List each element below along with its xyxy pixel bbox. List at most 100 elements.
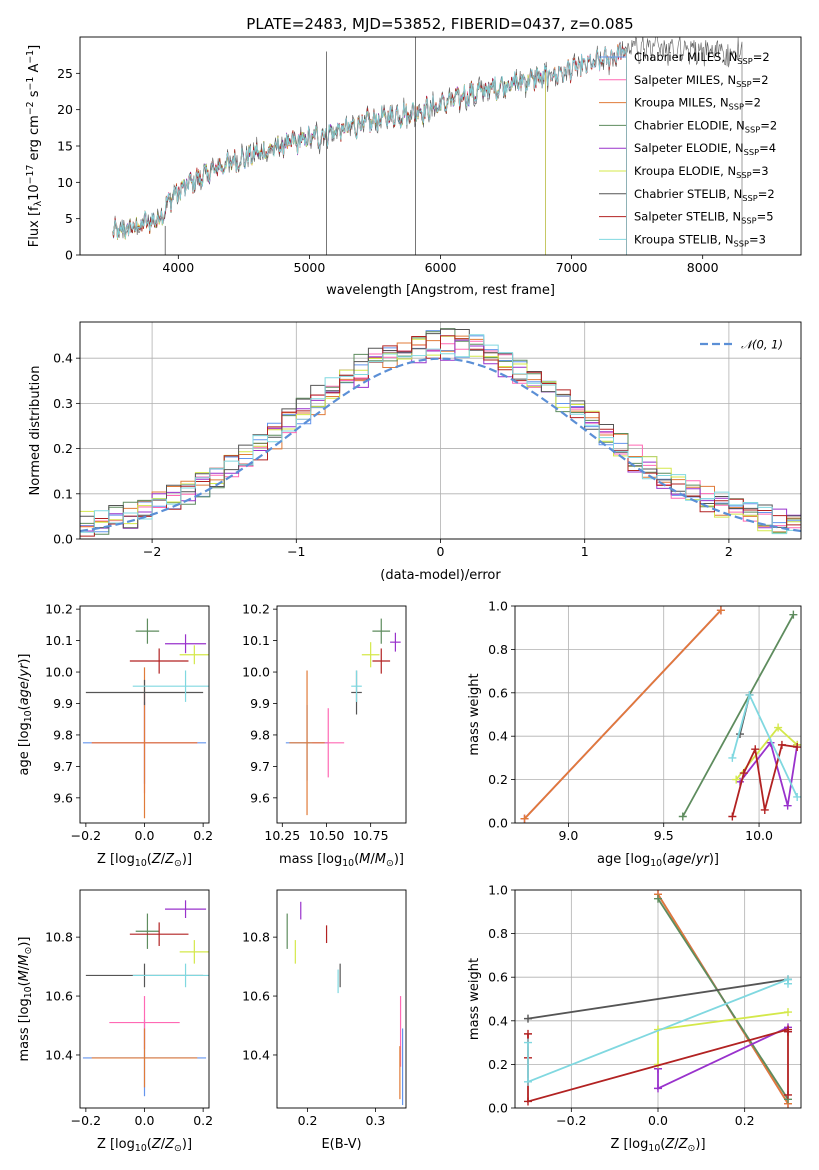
y-tick-label: 15	[57, 139, 73, 154]
error-bar-salpeter-elodie	[390, 632, 401, 652]
weight-marker	[784, 1008, 792, 1017]
plot-area-mass-vs-Z	[82, 900, 209, 1097]
weight-marker	[654, 1084, 662, 1093]
y-tick-label: 10.0	[242, 665, 270, 680]
weight-line-kroupa-stelib	[728, 690, 801, 801]
error-bar-chabrier-elodie	[372, 618, 391, 644]
x-tick-label: 0.0	[135, 1113, 155, 1128]
y-tick-label: 0.0	[53, 532, 73, 547]
y-tick-label: 10.4	[45, 1047, 73, 1062]
weight-marker	[524, 1077, 532, 1086]
x-tick-label: 9.0	[558, 828, 578, 843]
x-axis-label: wavelength [Angstrom, rest frame]	[326, 283, 555, 298]
x-tick-label: 10.0	[745, 828, 773, 843]
x-tick-label: 0.2	[298, 1113, 318, 1128]
axes-frame	[276, 605, 407, 824]
x-axis-label: age [log10(age/yr)]	[597, 852, 719, 869]
weight-marker	[784, 1027, 792, 1036]
y-tick-label: 5	[65, 211, 73, 226]
x-axis-label: (data-model)/error	[380, 568, 501, 583]
x-tick-label: 4000	[162, 260, 194, 275]
weight-marker	[732, 775, 741, 784]
plot-area-weight-vs-age	[520, 606, 801, 823]
x-axis-label: Z [log10(Z/Z⊙)]	[610, 1137, 705, 1154]
y-tick-label: 10.8	[45, 930, 73, 945]
weight-marker	[774, 723, 783, 732]
y-tick-label: 9.6	[250, 790, 270, 805]
error-bar-kroupa-miles	[289, 670, 325, 816]
spectrum-line	[112, 43, 627, 255]
y-tick-label: 9.7	[250, 759, 270, 774]
y-axis-label: Normed distribution	[28, 366, 43, 496]
y-tick-label: 10.1	[45, 633, 73, 648]
x-axis-label: Z [log10(Z/Z⊙)]	[97, 852, 192, 869]
y-tick-label: 9.9	[53, 696, 73, 711]
weight-marker	[520, 814, 529, 823]
y-axis-label: mass [log10(M/M⊙)]	[17, 937, 34, 1062]
y-tick-label: 10.6	[242, 989, 270, 1004]
weight-marker	[716, 606, 725, 615]
panel-mass-vs-Z: −0.2 0.0 0.2 10.4 10.6 10.8 mass [log10(M/M⊙)]…	[17, 889, 213, 1154]
axes-frame	[514, 605, 802, 824]
error-bar-salpeter-elodie	[165, 634, 207, 654]
x-tick-label: 10.50	[309, 828, 345, 843]
y-tick-label: 9.8	[250, 727, 270, 742]
error-bar-kroupa-elodie	[179, 940, 209, 964]
error-bar-kroupa-stelib	[132, 963, 209, 988]
axes-frame	[79, 605, 210, 824]
legend-label: Kroupa STELIB, NSSP=3	[634, 232, 766, 248]
spectrum-line	[112, 43, 627, 255]
x-tick-label: 1	[581, 544, 589, 559]
y-tick-label: 9.6	[53, 790, 73, 805]
y-tick-label: 0.3	[53, 396, 73, 411]
y-tick-label: 0	[65, 248, 73, 263]
plot-area-weight-vs-Z	[524, 890, 792, 1108]
weight-line-salpeter-stelib	[728, 740, 801, 821]
axes-frame	[79, 36, 802, 256]
legend-label: Chabrier MILES, NSSP=2	[634, 50, 770, 66]
weight-marker	[793, 743, 801, 752]
x-tick-label: 9.5	[654, 828, 674, 843]
error-bar-kroupa-stelib	[132, 670, 209, 702]
weight-marker	[728, 753, 737, 762]
weight-marker	[745, 690, 754, 699]
weight-marker	[789, 610, 798, 619]
y-tick-label: 1.0	[488, 599, 508, 614]
plot-area-age-vs-mass	[285, 618, 401, 816]
y-tick-label: 0.4	[488, 1013, 508, 1028]
x-tick-label: 5000	[294, 260, 326, 275]
x-tick-label: −2	[143, 544, 161, 559]
y-axis-label: Flux [fλ10−17 erg cm−2 s−1 A−1]	[25, 45, 44, 247]
y-axis-label: age [log10(age/yr)]	[17, 653, 34, 775]
weight-marker	[524, 1097, 532, 1106]
spectrum-line	[112, 67, 546, 255]
weight-marker	[760, 805, 769, 814]
axes-frame	[79, 321, 802, 540]
weight-marker	[524, 1038, 532, 1047]
panel-age-vs-mass: 10.25 10.50 10.75 9.6 9.7 9.8 9.9 10.0 10.1 10.2 m…	[242, 602, 407, 869]
y-tick-label: 10.0	[45, 665, 73, 680]
legend-label: Kroupa MILES, NSSP=2	[634, 96, 761, 112]
weight-line-chabrier-elodie	[678, 610, 798, 821]
error-bar-salpeter-stelib	[129, 648, 189, 674]
weight-marker	[678, 812, 687, 821]
x-tick-label: 2	[725, 544, 733, 559]
plot-area-spectrum	[112, 37, 743, 255]
y-tick-label: 0.6	[488, 970, 508, 985]
legend: Chabrier MILES, NSSP=2 Salpeter MILES, NS…	[599, 50, 777, 248]
panel-weight-vs-Z: −0.2 0.0 0.2 0.0 0.2 0.4 0.6 0.8 1.0 mass weight Z…	[467, 883, 802, 1154]
spectrum-line	[112, 67, 546, 255]
weight-line-kroupa-miles	[520, 606, 725, 823]
panel-spectrum: 4000 5000 6000 7000 8000 0 5 10 15 20 25 Flux [fλ10…	[25, 36, 802, 298]
weight-line-kroupa-elodie	[732, 723, 801, 784]
error-bar-salpeter-stelib	[372, 648, 391, 674]
x-tick-label: 0.3	[366, 1113, 386, 1128]
plot-area-residuals	[80, 328, 801, 537]
error-bar-kroupa-miles	[91, 1028, 198, 1088]
weight-marker	[728, 812, 737, 821]
x-tick-label: 0.2	[735, 1113, 755, 1128]
weight-line-kroupa-stelib	[524, 975, 792, 1086]
error-bar-salpeter-stelib	[129, 922, 189, 946]
y-tick-label: 0.6	[488, 685, 508, 700]
